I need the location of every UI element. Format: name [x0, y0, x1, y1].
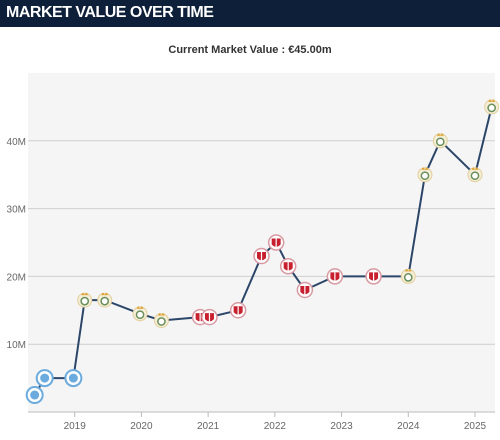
- x-tick-label: 2025: [464, 421, 487, 432]
- real-madrid-crest-icon: [435, 137, 445, 147]
- real-madrid-crown-icon: [488, 99, 496, 102]
- y-tick-label: 10M: [7, 340, 26, 351]
- real-madrid-crown-icon: [421, 167, 429, 170]
- real-madrid-crown-icon: [471, 167, 479, 170]
- y-tick-label: 30M: [7, 205, 26, 216]
- man-city-crest-icon: [68, 373, 78, 383]
- x-tick-label: 2021: [197, 421, 220, 432]
- man-city-crest-icon: [40, 373, 50, 383]
- real-madrid-crest-icon: [420, 171, 430, 181]
- y-tick-label: 20M: [7, 272, 26, 283]
- real-madrid-crest-icon: [487, 103, 497, 113]
- x-tick-label: 2024: [397, 421, 420, 432]
- real-madrid-crest-icon: [403, 273, 413, 282]
- section-title: MARKET VALUE OVER TIME: [6, 4, 214, 21]
- real-madrid-crest-icon: [80, 296, 90, 306]
- man-city-crest-icon: [30, 390, 40, 400]
- real-madrid-crown-icon: [404, 268, 412, 272]
- plot-area: [28, 73, 495, 412]
- real-madrid-crest-icon: [470, 171, 480, 181]
- real-madrid-crown-icon: [157, 312, 165, 316]
- x-tick-label: 2019: [64, 421, 87, 432]
- x-tick-label: 2020: [130, 421, 153, 432]
- real-madrid-crown-icon: [436, 133, 444, 136]
- section-header: MARKET VALUE OVER TIME: [0, 0, 500, 27]
- x-tick-label: 2023: [330, 421, 353, 432]
- chart-title: Current Market Value : €45.00m: [168, 44, 332, 56]
- real-madrid-crest-icon: [135, 310, 145, 320]
- real-madrid-crest-icon: [100, 296, 110, 306]
- y-tick-label: 40M: [7, 137, 26, 148]
- real-madrid-crown-icon: [101, 292, 109, 296]
- real-madrid-crown-icon: [81, 292, 89, 296]
- real-madrid-crown-icon: [136, 306, 144, 309]
- real-madrid-crest-icon: [157, 317, 166, 326]
- x-tick-label: 2022: [264, 421, 287, 432]
